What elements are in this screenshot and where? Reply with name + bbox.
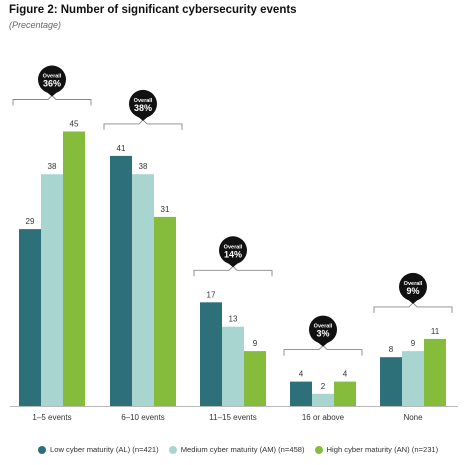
bar — [41, 174, 63, 406]
overall-value: 14% — [224, 249, 242, 259]
bar — [200, 302, 222, 406]
group-bracket — [283, 344, 363, 356]
legend-label: Low cyber maturity (AL) (n=421) — [50, 445, 159, 454]
overall-value: 36% — [43, 79, 61, 89]
bar — [402, 351, 424, 406]
overall-label: Overall — [404, 281, 423, 287]
overall-pin-circle — [399, 272, 427, 301]
bar — [244, 351, 266, 406]
legend-label: Medium cyber maturity (AM) (n=458) — [180, 445, 305, 454]
bar — [290, 381, 312, 406]
data-label: 4 — [299, 370, 304, 379]
group-bracket — [103, 119, 183, 130]
overall-value: 3% — [316, 329, 329, 339]
legend-item: Low cyber maturity (AL) (n=421) — [38, 445, 159, 454]
bar — [312, 393, 334, 406]
legend-label: High cyber maturity (AN) (n=231) — [326, 445, 439, 454]
overall-label: Overall — [224, 244, 243, 250]
data-label: 2 — [321, 382, 326, 391]
data-label: 13 — [229, 315, 238, 324]
group-bracket — [12, 94, 92, 106]
chart-legend: Low cyber maturity (AL) (n=421) Medium cy… — [38, 445, 438, 454]
legend-swatch — [168, 445, 177, 454]
data-label: 38 — [48, 162, 57, 171]
data-label: 17 — [207, 290, 216, 299]
overall-value: 38% — [134, 103, 152, 113]
overall-value: 9% — [406, 286, 419, 296]
bar — [222, 326, 244, 406]
overall-pin-circle — [219, 236, 247, 265]
bar — [154, 216, 176, 406]
data-label: 9 — [253, 339, 258, 348]
overall-label: Overall — [134, 98, 153, 104]
legend-item: High cyber maturity (AN) (n=231) — [314, 445, 439, 454]
overall-pin-circle — [38, 65, 66, 94]
overall-label: Overall — [43, 74, 62, 80]
data-label: 31 — [161, 205, 170, 214]
bar — [424, 338, 446, 406]
data-label: 38 — [139, 162, 148, 171]
category-label: 1–5 events — [32, 413, 71, 422]
group-bracket — [193, 265, 273, 277]
bar — [110, 155, 132, 406]
data-label: 4 — [343, 370, 348, 379]
legend-swatch — [38, 445, 46, 454]
chart-title: Figure 2: Number of significant cybersec… — [9, 4, 297, 16]
bar — [63, 131, 85, 406]
legend-item: Medium cyber maturity (AM) (n=458) — [168, 445, 305, 454]
data-label: 9 — [411, 339, 416, 348]
bar — [19, 229, 41, 406]
data-label: 45 — [70, 120, 79, 129]
data-label: 8 — [389, 345, 394, 354]
overall-label: Overall — [314, 324, 333, 330]
bar — [334, 381, 356, 406]
category-label: None — [403, 413, 423, 422]
category-label: 6–10 events — [121, 413, 165, 422]
chart-subtitle: (Precentage) — [9, 20, 62, 30]
category-label: 16 or above — [302, 413, 345, 422]
data-label: 41 — [117, 144, 126, 153]
group-bracket — [373, 302, 453, 313]
data-label: 29 — [26, 217, 35, 226]
legend-swatch — [314, 445, 323, 454]
bar — [132, 174, 154, 406]
overall-pin-circle — [309, 315, 337, 344]
data-label: 11 — [431, 327, 440, 336]
overall-pin-circle — [129, 89, 157, 118]
bar — [380, 357, 402, 406]
category-label: 11–15 events — [209, 413, 256, 422]
